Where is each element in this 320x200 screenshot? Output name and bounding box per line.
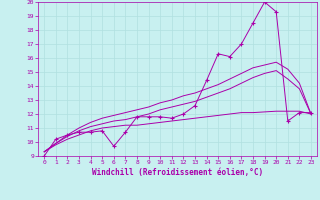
X-axis label: Windchill (Refroidissement éolien,°C): Windchill (Refroidissement éolien,°C) — [92, 168, 263, 177]
